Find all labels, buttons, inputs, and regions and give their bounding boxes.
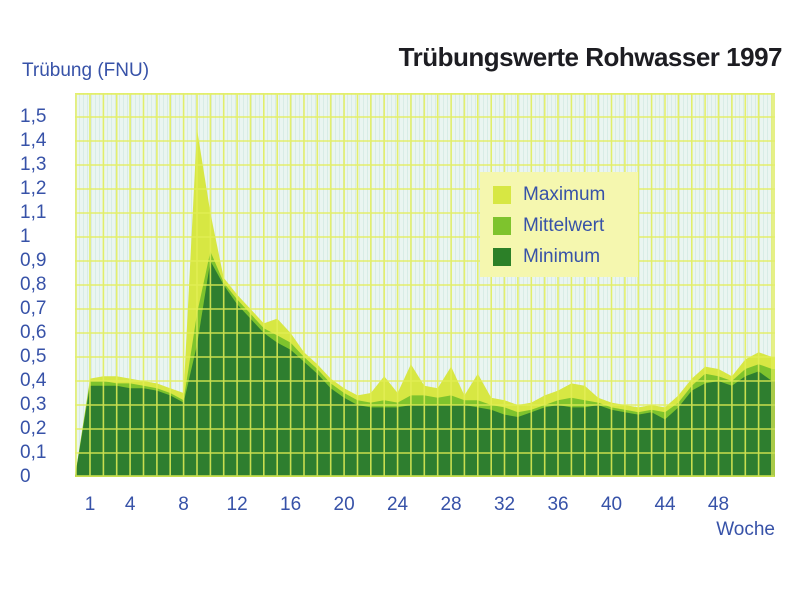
legend-label: Mittelwert (523, 215, 605, 236)
x-tick-label: 28 (440, 494, 462, 515)
legend-swatch-mittelwert (493, 216, 511, 235)
y-tick-label: 0,9 (20, 250, 47, 271)
y-tick-label: 0,7 (20, 298, 47, 319)
legend-label: Maximum (523, 184, 606, 205)
y-axis-title: Trübung (FNU) (22, 60, 150, 81)
legend-label: Minimum (523, 246, 601, 267)
y-tick-label: 0,6 (20, 322, 47, 343)
y-tick-label: 0 (20, 466, 31, 487)
x-tick-label: 48 (707, 494, 730, 515)
y-tick-label: 1,2 (20, 178, 47, 199)
y-tick-label: 0,5 (20, 346, 47, 367)
y-tick-label: 1,3 (20, 154, 47, 175)
chart-svg (75, 93, 775, 477)
x-tick-label: 4 (124, 494, 136, 515)
x-tick-label: 12 (226, 494, 248, 515)
legend: Maximum Mittelwert Minimum (480, 172, 638, 277)
y-tick-label: 1 (20, 226, 31, 247)
y-tick-label: 0,3 (20, 394, 47, 415)
legend-swatch-maximum (493, 185, 511, 204)
legend-item-mittelwert: Mittelwert (493, 216, 628, 235)
x-tick-label: 40 (600, 494, 623, 515)
legend-item-maximum: Maximum (493, 185, 628, 204)
plot-area (75, 93, 775, 477)
x-axis-title: Woche (716, 519, 775, 540)
x-tick-label: 1 (84, 494, 96, 515)
y-tick-label: 0,2 (20, 418, 47, 439)
legend-item-minimum: Minimum (493, 247, 628, 266)
y-tick-label: 1,1 (20, 202, 47, 223)
x-tick-label: 16 (280, 494, 302, 515)
legend-swatch-minimum (493, 247, 511, 266)
grid-lines (75, 93, 775, 477)
y-tick-label: 0,1 (20, 442, 47, 463)
y-tick-label: 0,4 (20, 370, 47, 391)
y-tick-label: 0,8 (20, 274, 47, 295)
x-tick-label: 32 (493, 494, 516, 515)
x-tick-label: 8 (178, 494, 189, 515)
y-tick-label: 1,5 (20, 106, 47, 127)
x-tick-label: 44 (654, 494, 676, 515)
x-tick-label: 24 (386, 494, 409, 515)
chart-title: Trübungswerte Rohwasser 1997 (398, 42, 783, 72)
y-tick-label: 1,4 (20, 130, 47, 151)
x-tick-label: 20 (333, 494, 355, 515)
x-tick-label: 36 (547, 494, 569, 515)
